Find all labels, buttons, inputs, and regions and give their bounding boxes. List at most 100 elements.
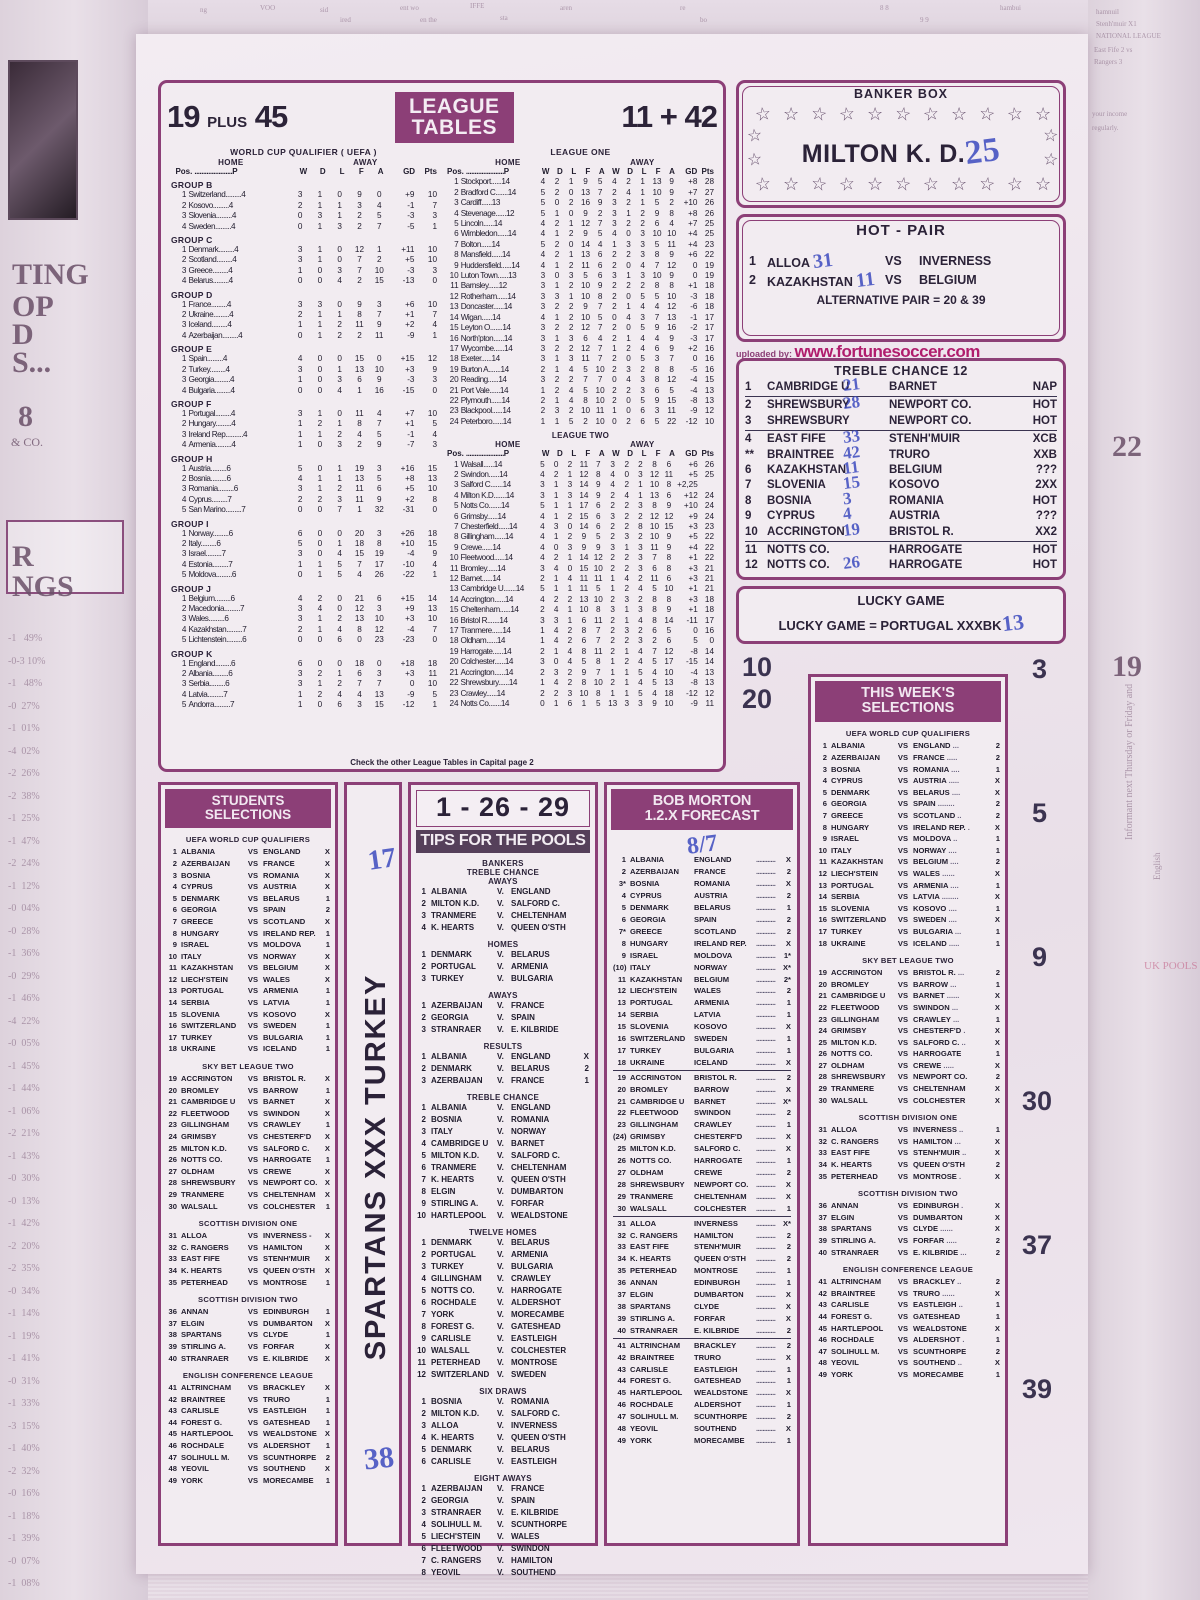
tip-row: 8 FOREST G. V. GATESHEAD	[411, 1321, 595, 1333]
selection-pick: 1	[995, 1369, 1000, 1379]
cell-l: 0	[337, 658, 342, 668]
tc-home: CYPRUS	[767, 510, 815, 523]
cell-stat: 6	[654, 219, 660, 229]
selection-away: CRAWLEY ...	[913, 1014, 960, 1024]
selection-index: 17	[168, 1032, 177, 1042]
table-row: 2 Swindon......14 4 2 1 12 8 4 0 3 12 11 +5 25	[446, 470, 715, 480]
bob-row: (10) ITALY NORWAY............ X*	[607, 962, 797, 974]
bob-pick: 1*	[783, 950, 791, 960]
bob-home: C. RANGERS	[630, 1230, 678, 1240]
cell-stat: 5	[638, 688, 643, 698]
tip-result	[577, 1333, 589, 1345]
selection-pick: X	[324, 1318, 330, 1328]
tip-away: BELARUS	[511, 1445, 550, 1454]
cell-stat: 10	[652, 187, 662, 197]
selection-pick: X	[324, 882, 330, 892]
selection-home: BOSNIA	[181, 870, 211, 880]
cell-w: 3	[297, 364, 303, 374]
cell-pts: 10	[427, 299, 437, 309]
selection-vs: VS	[247, 1452, 259, 1462]
cell-stat: 9	[583, 302, 588, 312]
bob-home: NOTTS CO.	[630, 1156, 672, 1166]
group-heading: GROUP K	[171, 648, 213, 659]
cell-pts: 27	[704, 187, 714, 197]
cell-gd: +18	[400, 658, 415, 668]
cell-pts: 22	[704, 532, 714, 542]
table-row: 16 North'pton......14 3 1 3 6 4 2 1 4 4 9 -3 17	[446, 334, 715, 344]
selection-home: WALSALL	[181, 1201, 218, 1211]
cell-pts: 10	[427, 255, 437, 265]
cell-team: Norway.........6	[188, 528, 233, 538]
bob-index: 12	[617, 986, 626, 996]
cell-stat: 0	[567, 522, 573, 531]
selection-vs: VS	[897, 1002, 909, 1012]
cell-w: 0	[297, 385, 303, 395]
cell-stat: 1	[567, 584, 573, 594]
side-number-9: 9	[1032, 942, 1048, 972]
tc-away: HARROGATE	[889, 559, 963, 572]
cell-gd: 0	[692, 260, 698, 270]
selection-row: 42 BRAINTREE VS TRURO 1	[161, 1394, 335, 1406]
selection-index: 39	[168, 1341, 177, 1351]
cell-stat: 2	[626, 385, 631, 395]
bob-home: ALBANIA	[630, 855, 665, 865]
tip-away: WALES	[511, 1532, 540, 1541]
tip-result	[577, 1456, 589, 1468]
tip-row: 8 YEOVIL V. SOUTHEND	[411, 1567, 595, 1579]
tip-away: ALDERSHOT	[511, 1298, 561, 1307]
bob-home: STIRLING A.	[630, 1313, 675, 1323]
cell-pos: 2	[181, 669, 187, 679]
uploaded-by-url[interactable]: www.fortunesoccer.com	[794, 342, 981, 361]
cell-d: 2	[317, 494, 323, 504]
cell-w: 3	[297, 669, 303, 679]
selection-vs: VS	[897, 1277, 909, 1287]
bob-row: 17 TURKEY BULGARIA............ 1	[607, 1045, 797, 1057]
cell-d: 0	[317, 538, 323, 548]
selection-home: SWITZERLAND	[831, 915, 887, 925]
selection-pick: 1	[325, 893, 330, 903]
hot-pair-index: 2	[749, 273, 756, 287]
cell-stat: 1	[624, 667, 629, 677]
cell-stat: 7	[669, 354, 674, 364]
selection-vs: VS	[247, 1085, 259, 1095]
bob-row: 7* GREECE SCOTLAND............ 2	[607, 926, 797, 938]
selection-league-heading: ENGLISH CONFERENCE LEAGUE	[842, 1265, 974, 1275]
bob-index: 4	[621, 891, 626, 901]
cell-pos: 3	[181, 375, 187, 385]
cell-stat: 1	[554, 208, 560, 218]
selection-index: 49	[168, 1475, 177, 1485]
selection-away: BRISTOL R.	[263, 1074, 306, 1084]
cell-pts: 24	[704, 501, 714, 511]
bob-morton-rows: 1 ALBANIA ENGLAND............ X 2 AZERBAIJAN F…	[607, 854, 797, 1446]
selection-vs: VS	[897, 1160, 909, 1170]
table-row: 1 Belgium.........6 4 2 0 21 6 +15 14	[169, 594, 438, 604]
selection-index: 2	[172, 858, 177, 868]
bob-home: GRIMSBY	[630, 1132, 666, 1142]
cell-gd: -4	[690, 375, 698, 385]
cell-gd: 0	[692, 354, 698, 364]
tip-row: 1 AZERBAIJAN V. FRANCE	[411, 1000, 595, 1012]
cell-stat: 3	[638, 553, 643, 563]
bob-row: 23 GILLINGHAM CRAWLEY............ 1	[607, 1119, 797, 1131]
tip-result	[577, 973, 589, 985]
cell-stat: 3	[610, 605, 615, 615]
table-row: 23 Crawley......14 2 2 3 10 8 1 1 5 4 18 -12 12	[446, 689, 715, 699]
tip-home: LIECH'STEIN	[431, 1532, 481, 1541]
selection-index: 7	[172, 916, 177, 926]
cell-f: 11	[355, 408, 364, 418]
table-row: 14 Wigan......14 4 1 2 10 5 0 4 3 7 13 -1 17	[446, 313, 715, 323]
selection-away: EASTLEIGH ..	[913, 1300, 963, 1310]
selection-row: 4 CYPRUS VS AUSTRIA ..... X	[811, 775, 1005, 787]
cell-stat: 4	[610, 480, 615, 490]
cell-d: 3	[317, 211, 323, 221]
selection-pick: X	[324, 1231, 330, 1241]
tip-away: MORECAMBE	[511, 1310, 565, 1319]
tip-index: 6	[421, 1163, 426, 1172]
cell-team: Grimsby......14	[460, 511, 507, 521]
selection-vs: VS	[897, 1136, 909, 1146]
selection-home: CYPRUS	[181, 882, 213, 892]
cell-stat: 12	[667, 302, 677, 312]
selection-away: SPAIN ........	[913, 799, 955, 809]
cell-pts: 13	[704, 678, 714, 688]
tip-result	[577, 1273, 589, 1285]
